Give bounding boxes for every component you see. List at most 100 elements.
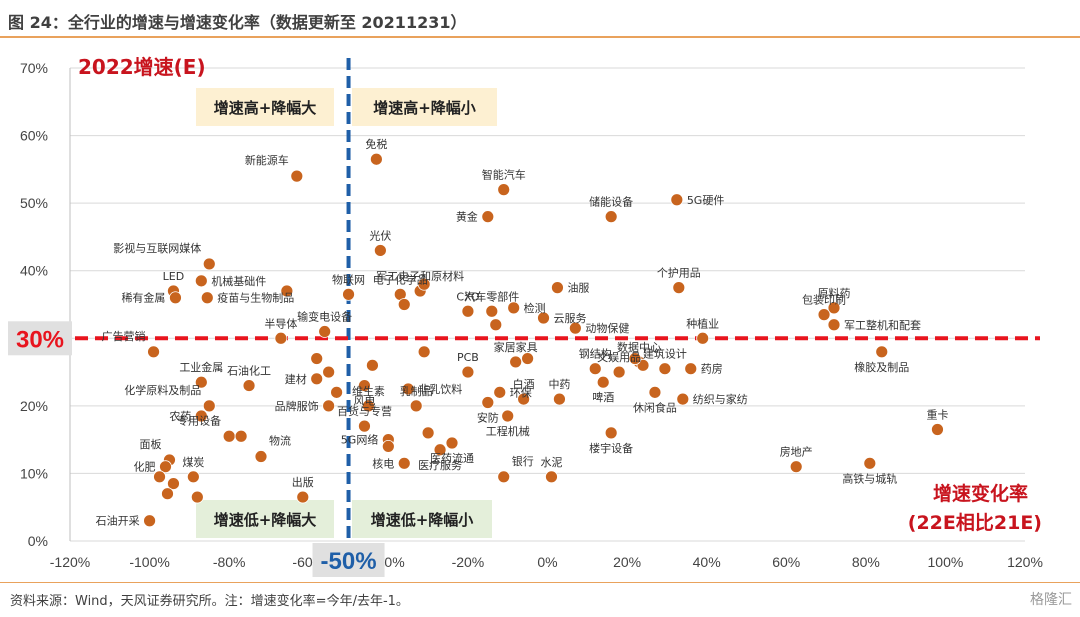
point-label: 百货与专营 bbox=[337, 404, 392, 418]
data-point bbox=[545, 470, 558, 484]
point-label: 环保 bbox=[510, 385, 532, 399]
point-label: 黄金 bbox=[456, 210, 478, 224]
title-rule bbox=[0, 36, 1080, 38]
data-point bbox=[167, 477, 180, 490]
x-tick-label: 120% bbox=[1007, 554, 1043, 570]
point-label: 智能汽车 bbox=[482, 168, 526, 182]
point-label: 影视与互联网媒体 bbox=[113, 241, 201, 255]
point-label: 休闲食品 bbox=[633, 400, 677, 414]
point-label: 非乳饮料 bbox=[418, 382, 462, 396]
quadrant-box bbox=[196, 500, 334, 538]
data-point bbox=[648, 385, 662, 399]
data-point bbox=[202, 257, 216, 271]
point-label: 种植业 bbox=[686, 316, 719, 330]
point-label: 建材 bbox=[285, 372, 307, 386]
point-label: 安防 bbox=[477, 410, 499, 424]
point-label: 光伏 bbox=[369, 228, 391, 242]
data-point bbox=[280, 284, 294, 298]
point-label: 输变电设备 bbox=[297, 310, 352, 324]
data-point bbox=[290, 169, 304, 183]
data-point bbox=[234, 429, 248, 443]
point-label: 化肥 bbox=[134, 460, 156, 474]
data-point bbox=[417, 345, 431, 359]
quadrant-label: 增速高+降幅小 bbox=[373, 99, 476, 117]
data-point bbox=[342, 287, 355, 301]
quadrant-box bbox=[352, 500, 492, 538]
x-tick-label: -100% bbox=[129, 554, 169, 570]
point-label: 稀有金属 bbox=[121, 291, 165, 305]
point-label: 储能设备 bbox=[589, 195, 633, 209]
data-point bbox=[461, 304, 475, 318]
data-point bbox=[169, 291, 182, 305]
point-label: 银行 bbox=[512, 454, 534, 468]
x-tick-label: -120% bbox=[50, 554, 90, 570]
point-label: 物流 bbox=[269, 434, 291, 448]
data-point bbox=[310, 352, 324, 365]
data-point bbox=[194, 274, 208, 288]
data-point bbox=[493, 385, 507, 399]
data-point bbox=[433, 443, 447, 457]
quadrant-box bbox=[352, 88, 497, 126]
x-tick-label: 80% bbox=[852, 554, 880, 570]
data-point bbox=[551, 281, 564, 295]
point-label: 楼宇设备 bbox=[589, 441, 633, 455]
data-point bbox=[397, 456, 411, 470]
point-label: 农药 bbox=[169, 409, 191, 423]
point-label: 油服 bbox=[567, 281, 589, 295]
point-label: 工业金属 bbox=[179, 360, 223, 374]
data-point bbox=[596, 375, 610, 389]
point-label: 数据中心 bbox=[617, 340, 661, 354]
data-point bbox=[509, 355, 523, 369]
point-label: 半导体 bbox=[264, 316, 297, 330]
quadrant-label: 增速低+降幅大 bbox=[214, 511, 317, 529]
point-label: 机械基础件 bbox=[211, 274, 266, 288]
quadrant-label: 增速低+降幅小 bbox=[371, 511, 474, 529]
data-point bbox=[373, 244, 387, 257]
y-tick-label: 20% bbox=[20, 398, 48, 414]
data-point bbox=[672, 281, 686, 295]
data-point bbox=[397, 298, 411, 311]
point-label: 维生素 bbox=[352, 384, 385, 398]
point-label: 动物保健 bbox=[585, 321, 629, 335]
figure-title: 图 24：全行业的增速与增速变化率（数据更新至 20211231） bbox=[8, 13, 467, 32]
source-note: 资料来源：Wind，天风证券研究所。注：增速变化率=今年/去年-1。 bbox=[10, 594, 409, 609]
quadrant-label: 增速高+降幅大 bbox=[214, 99, 317, 117]
point-label: 包装印刷 bbox=[802, 294, 846, 307]
data-point bbox=[330, 385, 344, 399]
data-point bbox=[409, 399, 423, 413]
x-tick-label: -80% bbox=[213, 554, 246, 570]
data-point bbox=[875, 345, 889, 359]
data-point bbox=[381, 439, 395, 453]
x-tick-label: 0% bbox=[537, 554, 557, 570]
data-point bbox=[481, 396, 495, 409]
data-point bbox=[827, 318, 841, 332]
point-label: 水泥 bbox=[540, 456, 562, 469]
data-point bbox=[194, 409, 208, 423]
point-label: 橡胶及制品 bbox=[854, 360, 909, 374]
point-label: 中药 bbox=[548, 378, 570, 391]
data-point bbox=[417, 277, 431, 291]
data-point bbox=[242, 379, 256, 392]
data-point bbox=[369, 152, 383, 166]
data-point bbox=[296, 490, 310, 504]
data-point bbox=[604, 210, 618, 224]
data-point bbox=[322, 365, 336, 379]
point-label: 免税 bbox=[365, 137, 387, 151]
y-tick-label: 60% bbox=[20, 128, 48, 144]
y-threshold-tag-box bbox=[8, 321, 72, 356]
y-tick-label: 70% bbox=[20, 60, 48, 76]
point-label: 乳制品 bbox=[400, 385, 433, 398]
data-point bbox=[517, 392, 531, 406]
point-label: 啤酒 bbox=[592, 390, 614, 404]
point-label: 医药流通 bbox=[430, 451, 474, 465]
data-point bbox=[358, 419, 371, 433]
y-tick-label: 10% bbox=[20, 465, 48, 481]
data-point bbox=[588, 362, 602, 376]
data-point bbox=[318, 325, 332, 338]
data-point bbox=[310, 372, 324, 386]
data-point bbox=[612, 365, 626, 379]
data-point bbox=[696, 331, 710, 345]
point-label: 白酒 bbox=[513, 377, 535, 391]
point-label: 化学原料及制品 bbox=[124, 383, 201, 397]
data-point bbox=[421, 426, 435, 440]
